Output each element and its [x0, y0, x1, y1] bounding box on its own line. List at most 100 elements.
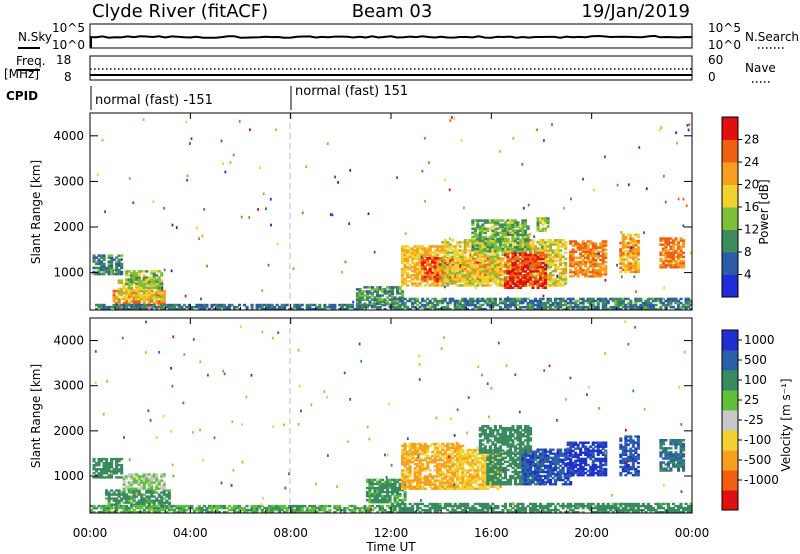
- heatmap-cell: [451, 276, 455, 279]
- heatmap-cell: [621, 254, 625, 257]
- heatmap-cell: [536, 128, 538, 132]
- heatmap-cell: [529, 247, 533, 250]
- heatmap-cell: [125, 303, 129, 307]
- heatmap-cell: [403, 278, 407, 281]
- heatmap-cell: [185, 504, 189, 508]
- heatmap-cell: [120, 266, 124, 270]
- heatmap-cell: [441, 459, 445, 462]
- heatmap-cell: [112, 497, 116, 500]
- heatmap-cell: [157, 289, 161, 293]
- heatmap-cell: [493, 229, 497, 232]
- heatmap-cell: [122, 477, 126, 480]
- heatmap-cell: [634, 297, 638, 301]
- heatmap-cell: [110, 493, 114, 496]
- heatmap-cell: [171, 223, 174, 227]
- heatmap-cell: [298, 303, 302, 307]
- heatmap-cell: [147, 491, 151, 494]
- heatmap-cell: [526, 259, 530, 263]
- heatmap-cell: [426, 448, 430, 452]
- heatmap-cell: [476, 307, 480, 311]
- heatmap-cell: [378, 298, 382, 301]
- heatmap-cell: [370, 286, 374, 289]
- heatmap-cell: [476, 284, 480, 287]
- heatmap-cell: [147, 495, 151, 498]
- heatmap-cell: [388, 486, 392, 490]
- heatmap-cell: [182, 511, 186, 514]
- heatmap-cell: [453, 301, 457, 305]
- heatmap-cell: [418, 465, 422, 468]
- heatmap-cell: [688, 123, 691, 126]
- heatmap-cell: [102, 256, 106, 259]
- heatmap-cell: [235, 305, 239, 309]
- heatmap-cell: [561, 271, 565, 275]
- heatmap-cell: [416, 307, 420, 311]
- heatmap-cell: [621, 297, 625, 301]
- heatmap-cell: [486, 276, 490, 279]
- heatmap-cell: [418, 263, 422, 267]
- heatmap-cell: [589, 301, 593, 305]
- heatmap-cell: [396, 497, 400, 500]
- heatmap-cell: [115, 489, 119, 492]
- heatmap-cell: [468, 280, 472, 283]
- heatmap-cell: [521, 305, 525, 309]
- heatmap-cell: [679, 251, 683, 255]
- heatmap-cell: [355, 305, 359, 309]
- heatmap-cell: [408, 455, 412, 458]
- heatmap-cell: [418, 245, 422, 248]
- heatmap-cell: [436, 284, 440, 287]
- heatmap-cell: [238, 506, 242, 510]
- heatmap-cell: [436, 467, 440, 470]
- heatmap-cell: [453, 253, 457, 256]
- heatmap-cell: [501, 223, 505, 226]
- heatmap-cell: [408, 255, 412, 258]
- heatmap-cell: [478, 227, 482, 230]
- heatmap-cell: [107, 503, 111, 506]
- heatmap-cell: [386, 504, 390, 508]
- heatmap-cell: [433, 251, 437, 254]
- heatmap-cell: [398, 305, 402, 309]
- heatmap-cell: [488, 303, 492, 307]
- heatmap-cell: [115, 266, 119, 270]
- heatmap-cell: [140, 289, 144, 293]
- heatmap-cell: [207, 307, 211, 311]
- heatmap-cell: [120, 464, 124, 467]
- heatmap-cell: [629, 270, 633, 274]
- heatmap-cell: [451, 271, 455, 275]
- heatmap-cell: [441, 278, 445, 281]
- heatmap-cell: [536, 241, 540, 244]
- heatmap-cell: [401, 487, 405, 490]
- heatmap-cell: [120, 307, 124, 311]
- heatmap-cell: [110, 264, 114, 268]
- heatmap-cell: [411, 442, 415, 446]
- heatmap-cell: [157, 499, 161, 502]
- heatmap-cell: [340, 303, 344, 307]
- heatmap-cell: [130, 491, 134, 494]
- heatmap-cell: [261, 289, 264, 292]
- heatmap-cell: [238, 511, 242, 514]
- heatmap-cell: [95, 476, 99, 479]
- heatmap-cell: [386, 300, 390, 303]
- heatmap-cell: [636, 250, 640, 253]
- heatmap-cell: [491, 243, 495, 247]
- heatmap-cell: [506, 237, 510, 241]
- heatmap-cell: [350, 508, 354, 512]
- heatmap-cell: [107, 506, 111, 510]
- heatmap-cell: [483, 237, 487, 241]
- heatmap-cell: [403, 487, 407, 490]
- heatmap-cell: [574, 250, 578, 253]
- heatmap-cell: [461, 253, 465, 256]
- heatmap-cell: [135, 287, 139, 291]
- heatmap-cell: [375, 482, 379, 486]
- heatmap-cell: [483, 221, 487, 224]
- heatmap-cell: [162, 307, 166, 311]
- heatmap-cell: [488, 257, 492, 261]
- heatmap-cell: [529, 232, 531, 236]
- heatmap-cell: [175, 226, 178, 229]
- heatmap-cell: [468, 276, 472, 279]
- heatmap-cell: [463, 259, 467, 262]
- heatmap-cell: [401, 290, 405, 293]
- heatmap-cell: [458, 284, 462, 287]
- heatmap-cell: [586, 258, 590, 262]
- heatmap-cell: [100, 460, 104, 463]
- heatmap-cell: [511, 276, 515, 279]
